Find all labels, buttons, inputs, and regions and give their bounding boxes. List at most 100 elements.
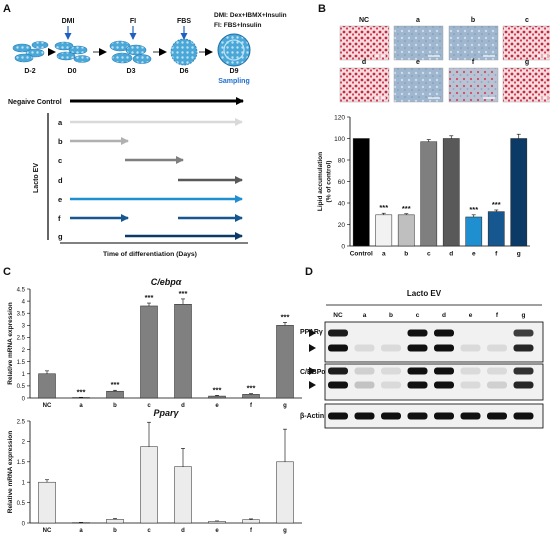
band — [328, 367, 348, 375]
x-tick-label-f: f — [495, 251, 498, 258]
x-tick-label-e: e — [215, 403, 219, 409]
stage-d0: D0 — [68, 68, 77, 75]
band — [513, 344, 534, 352]
treatment-fi: FI — [130, 18, 136, 25]
cells-d0 — [54, 41, 91, 63]
lane-label-c: c — [416, 312, 420, 319]
band — [513, 412, 534, 420]
image-label-e: e — [416, 59, 420, 66]
y-tick-label: 4 — [22, 299, 26, 305]
y-tick-label: 20 — [338, 222, 346, 229]
band — [434, 344, 454, 352]
band — [407, 381, 428, 389]
significance-e: *** — [213, 385, 222, 394]
band — [460, 344, 481, 352]
cebpa-chart: 0 0.5 1 1.5 2 2.5 3 3.5 4 4.5 Relative mRNA expres… — [7, 287, 302, 409]
band — [328, 329, 348, 337]
significance-e: *** — [469, 205, 478, 214]
sampling-label: Sampling — [218, 78, 250, 85]
image-label-f: f — [472, 59, 475, 66]
bar-e — [465, 216, 483, 247]
stain-image-a — [393, 25, 444, 61]
stage-d9: D9 — [230, 68, 239, 75]
bar-c — [140, 305, 158, 399]
band — [381, 412, 401, 420]
y-axis-label: (% of control) — [326, 161, 333, 203]
band — [381, 381, 401, 389]
image-label-g: g — [525, 59, 529, 66]
stain-image-NC — [339, 25, 390, 61]
lane-label-e: e — [469, 312, 473, 319]
x-tick-label-g: g — [283, 528, 287, 534]
row-label-c: c — [58, 156, 62, 165]
y-tick-label: 0 — [22, 396, 26, 402]
y-tick-label: 1.5 — [17, 460, 26, 466]
band — [434, 367, 454, 375]
bar-a — [375, 214, 393, 247]
bar-a — [72, 397, 90, 399]
y-tick-label: 0.5 — [17, 501, 26, 507]
x-tick-label-NC: NC — [43, 403, 52, 409]
x-tick-label-b: b — [113, 403, 117, 409]
significance-a: *** — [77, 387, 86, 396]
lane-label-b: b — [389, 312, 393, 319]
band — [328, 344, 348, 352]
y-tick-label: 0 — [341, 243, 345, 250]
panel-letter-b: B — [318, 3, 326, 15]
stage-d6: D6 — [180, 68, 189, 75]
significance-b: *** — [402, 204, 411, 213]
band — [328, 381, 348, 389]
x-tick-label-g: g — [283, 403, 287, 409]
x-tick-label-a: a — [79, 528, 83, 534]
significance-d: *** — [179, 289, 188, 298]
bar-f — [242, 519, 260, 524]
bar-d — [174, 304, 192, 399]
bar-f — [242, 394, 260, 399]
lacto-ev-group-label: Lacto EV — [33, 163, 40, 193]
stage-d3: D3 — [127, 68, 136, 75]
pparg-title: Pparγ — [153, 408, 179, 418]
band — [354, 381, 375, 389]
bar-g — [510, 138, 528, 247]
y-tick-label: 1 — [22, 372, 26, 378]
band — [460, 412, 481, 420]
cells-d6 — [170, 38, 198, 66]
band — [381, 367, 401, 375]
stain-image-c — [502, 25, 550, 61]
bar-d — [442, 138, 460, 247]
y-tick-label: 3.5 — [17, 312, 26, 318]
panel-a: DMI: Dex+IBMX+Insulin FI: FBS+Insulin DM… — [8, 12, 287, 258]
y-axis-label: Lipid accumulation — [317, 152, 324, 211]
band — [487, 381, 507, 389]
band — [354, 344, 375, 352]
image-label-a: a — [416, 17, 420, 24]
band — [513, 329, 534, 337]
significance-f: *** — [492, 200, 501, 209]
lane-label-f: f — [496, 312, 499, 319]
image-label-d: d — [362, 59, 366, 66]
band — [513, 381, 534, 389]
bar-c — [140, 446, 158, 524]
bar-e — [208, 395, 226, 399]
stain-image-g — [502, 67, 550, 103]
band — [434, 412, 454, 420]
x-tick-label-a: a — [382, 251, 386, 258]
panel-c: C/ebpα 0 0.5 1 1.5 2 2.5 3 3.5 4 4.5 Relative mRNA… — [7, 277, 302, 534]
oil-red-o-images: NC a b c d e f g — [339, 17, 550, 103]
band — [460, 381, 481, 389]
y-tick-label: 80 — [338, 157, 346, 164]
cells-d9 — [217, 33, 251, 67]
x-tick-label-Control: Control — [350, 251, 373, 258]
row-label-a: a — [58, 118, 63, 127]
treatment-fbs: FBS — [177, 18, 191, 25]
band — [460, 367, 481, 375]
y-tick-label: 1.5 — [17, 360, 26, 366]
image-label-b: b — [471, 17, 475, 24]
band — [328, 412, 348, 420]
x-tick-label-d: d — [449, 251, 453, 258]
bar-Control — [352, 138, 370, 247]
band-marker-arrow — [309, 381, 316, 389]
bar-d — [174, 466, 192, 524]
panel-letter-c: C — [3, 266, 11, 278]
